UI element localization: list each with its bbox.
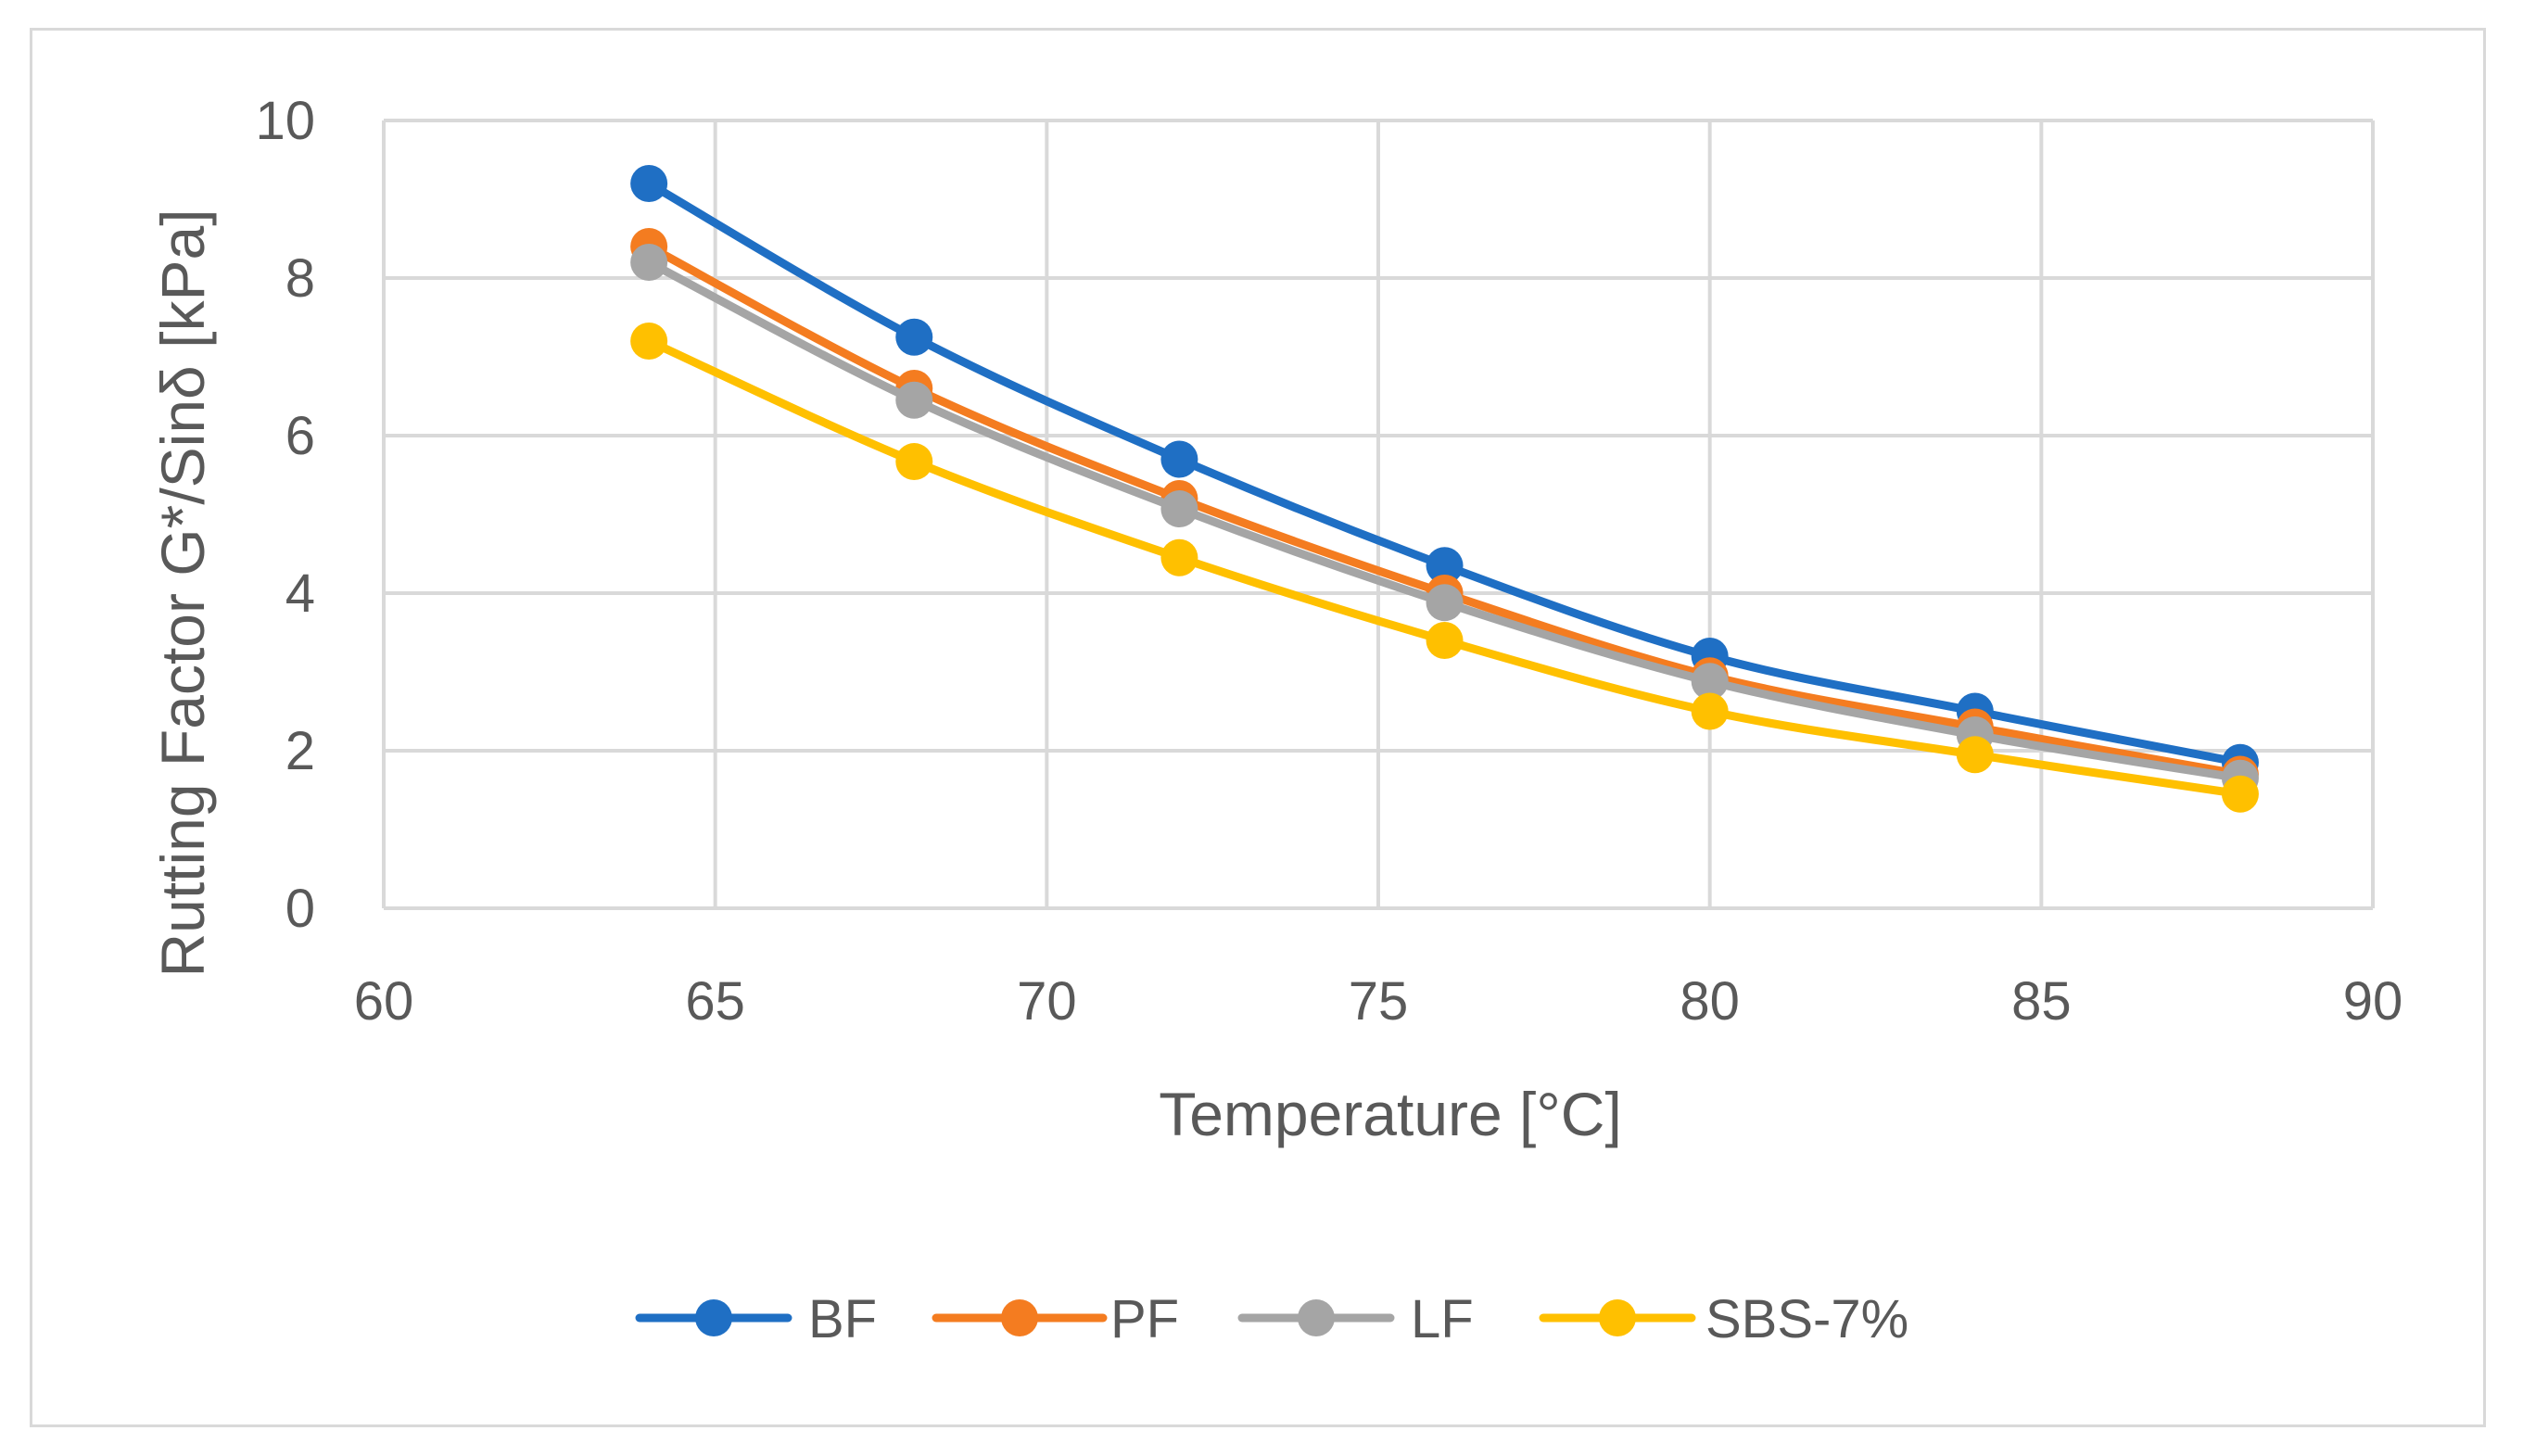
y-tick-label: 10: [255, 91, 315, 151]
y-tick-label: 8: [285, 248, 315, 309]
legend-item: BF: [635, 1289, 877, 1349]
x-tick-label: 90: [2343, 971, 2403, 1032]
data-point: [2221, 775, 2259, 813]
data-point: [1426, 547, 1464, 585]
series-line: [644, 179, 2245, 767]
legend-marker: [1298, 1299, 1335, 1336]
legend-item: PF: [932, 1289, 1179, 1349]
data-point: [1956, 736, 1994, 774]
data-point: [1160, 538, 1198, 576]
series-layer: [630, 165, 2259, 813]
legend-item: LF: [1237, 1289, 1474, 1349]
y-tick-label: 2: [285, 721, 315, 781]
data-point: [630, 244, 668, 281]
y-axis: 0 2 4 6 8 10: [255, 91, 315, 939]
data-point: [1160, 490, 1198, 528]
data-point: [1691, 692, 1729, 730]
legend-label: SBS-7%: [1705, 1289, 1908, 1349]
y-axis-title: Rutting Factor G*/Sinδ [kPa]: [148, 209, 217, 977]
x-tick-label: 60: [354, 971, 414, 1032]
series-bf: [630, 165, 2259, 781]
legend-marker: [695, 1299, 732, 1336]
y-tick-label: 6: [285, 406, 315, 466]
legend-label: PF: [1110, 1289, 1179, 1349]
data-point: [895, 318, 933, 356]
data-point: [1426, 584, 1464, 622]
x-tick-label: 70: [1017, 971, 1077, 1032]
legend-item: SBS-7%: [1539, 1289, 1908, 1349]
data-point: [1160, 440, 1198, 478]
data-point: [1691, 663, 1729, 701]
x-tick-label: 85: [2011, 971, 2072, 1032]
series-line: [644, 258, 2245, 783]
legend-marker: [1599, 1299, 1636, 1336]
x-axis-title: Temperature [°C]: [1159, 1080, 1622, 1148]
data-point: [630, 165, 668, 202]
legend-label: LF: [1411, 1289, 1474, 1349]
x-axis: 60 65 70 75 80 85 90: [354, 971, 2403, 1032]
y-tick-label: 4: [285, 563, 315, 624]
x-tick-label: 75: [1349, 971, 1409, 1032]
data-point: [630, 323, 668, 360]
series-lf: [630, 244, 2259, 797]
x-tick-label: 80: [1680, 971, 1740, 1032]
y-tick-label: 0: [285, 879, 315, 939]
grid-lines: [382, 119, 2375, 910]
series-sbs-7-: [630, 323, 2259, 813]
legend-label: BF: [808, 1289, 877, 1349]
legend-marker: [1001, 1299, 1038, 1336]
data-point: [1426, 622, 1464, 659]
data-point: [895, 381, 933, 419]
data-point: [895, 443, 933, 481]
x-tick-label: 65: [685, 971, 745, 1032]
legend: BF PF LF SBS-7%: [635, 1289, 1908, 1349]
